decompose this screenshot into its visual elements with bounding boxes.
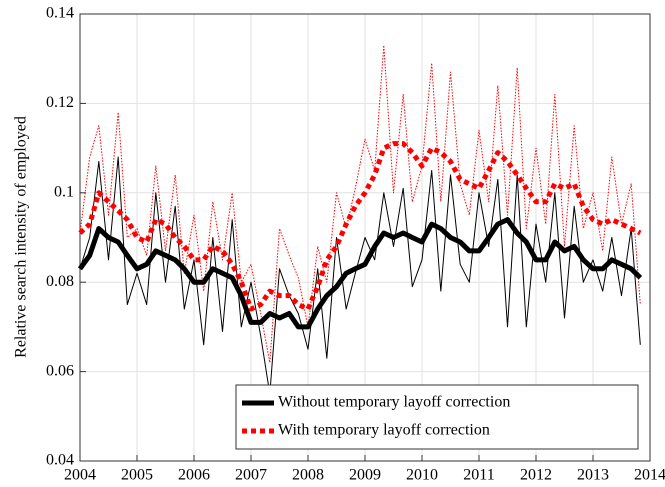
y-axis-label: Relative search intensity of employed — [13, 116, 30, 358]
legend-label: With temporary layoff correction — [278, 422, 490, 439]
x-tick-label: 2012 — [520, 467, 552, 484]
y-tick-label: 0.04 — [46, 452, 74, 469]
x-tick-label: 2013 — [577, 467, 609, 484]
series-line — [78, 141, 642, 312]
y-tick-label: 0.12 — [46, 94, 74, 111]
y-tick-label: 0.08 — [46, 273, 74, 290]
plot-frame — [79, 13, 651, 462]
x-tick-label: 2010 — [406, 467, 438, 484]
series-line — [79, 156, 641, 395]
x-tick-label: 2007 — [235, 467, 267, 484]
x-tick-label: 2005 — [121, 467, 153, 484]
y-tick-label: 0.14 — [46, 5, 74, 22]
x-tick-label: 2009 — [349, 467, 381, 484]
series-line — [77, 217, 643, 330]
x-tick-label: 2004 — [64, 467, 96, 484]
x-tick-label: 2006 — [178, 467, 210, 484]
x-tick-label: 2014 — [634, 467, 665, 484]
y-tick-label: 0.1 — [54, 183, 74, 200]
y-tick-label: 0.06 — [46, 362, 74, 379]
legend-box — [235, 384, 639, 450]
legend-label: Without temporary layoff correction — [278, 394, 510, 411]
x-tick-label: 2008 — [292, 467, 324, 484]
x-tick-label: 2011 — [463, 467, 494, 484]
series-line — [79, 44, 641, 364]
